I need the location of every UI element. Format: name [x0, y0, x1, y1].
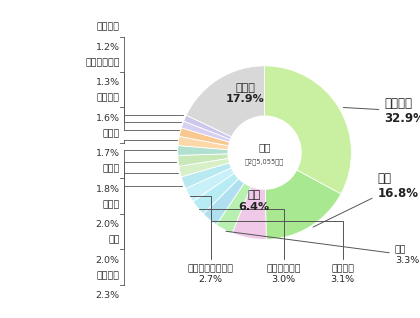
Text: 2.0%: 2.0%: [96, 220, 120, 229]
Wedge shape: [203, 153, 265, 225]
Text: 総額: 総額: [258, 142, 271, 152]
Text: 2.3%: 2.3%: [96, 291, 120, 300]
Text: 1.7%: 1.7%: [96, 149, 120, 158]
Wedge shape: [186, 66, 265, 153]
Text: ブラジル: ブラジル: [97, 23, 120, 32]
Wedge shape: [179, 153, 265, 177]
Wedge shape: [178, 146, 265, 156]
Wedge shape: [181, 121, 265, 153]
Wedge shape: [193, 153, 265, 214]
Text: 台湾: 台湾: [108, 235, 120, 245]
Text: ロシア: ロシア: [102, 164, 120, 174]
Text: 2.0%: 2.0%: [96, 256, 120, 265]
Text: その他
17.9%: その他 17.9%: [226, 83, 265, 104]
Text: 1.6%: 1.6%: [96, 114, 120, 123]
Wedge shape: [179, 128, 265, 153]
Wedge shape: [265, 153, 341, 239]
Text: タイ
6.4%: タイ 6.4%: [239, 190, 270, 212]
Wedge shape: [181, 153, 265, 189]
Text: インドネシア
3.0%: インドネシア 3.0%: [199, 209, 301, 284]
Text: インド: インド: [102, 129, 120, 138]
Text: イギリス
3.1%: イギリス 3.1%: [211, 221, 355, 284]
Wedge shape: [265, 66, 352, 194]
Text: アラブ首長国連邦
2.7%: アラブ首長国連邦 2.7%: [188, 196, 234, 284]
Wedge shape: [178, 153, 265, 166]
Text: フランス: フランス: [97, 94, 120, 103]
Text: 1.8%: 1.8%: [96, 185, 120, 194]
Text: 1.2%: 1.2%: [96, 43, 120, 52]
Circle shape: [228, 116, 301, 189]
Wedge shape: [216, 153, 265, 233]
Wedge shape: [184, 115, 265, 153]
Text: 中国
16.8%: 中国 16.8%: [313, 172, 418, 227]
Text: 1.3%: 1.3%: [96, 78, 120, 87]
Wedge shape: [232, 153, 266, 239]
Text: メキシコ: メキシコ: [97, 271, 120, 280]
Wedge shape: [186, 153, 265, 201]
Wedge shape: [178, 136, 265, 153]
Text: 約2兆5,055億円: 約2兆5,055億円: [245, 158, 284, 165]
Text: 韓国
3.3%: 韓国 3.3%: [226, 231, 419, 265]
Text: ドイツ: ドイツ: [102, 200, 120, 209]
Text: シンガポール: シンガポール: [85, 58, 120, 67]
Text: アメリカ
32.9%: アメリカ 32.9%: [344, 97, 420, 125]
